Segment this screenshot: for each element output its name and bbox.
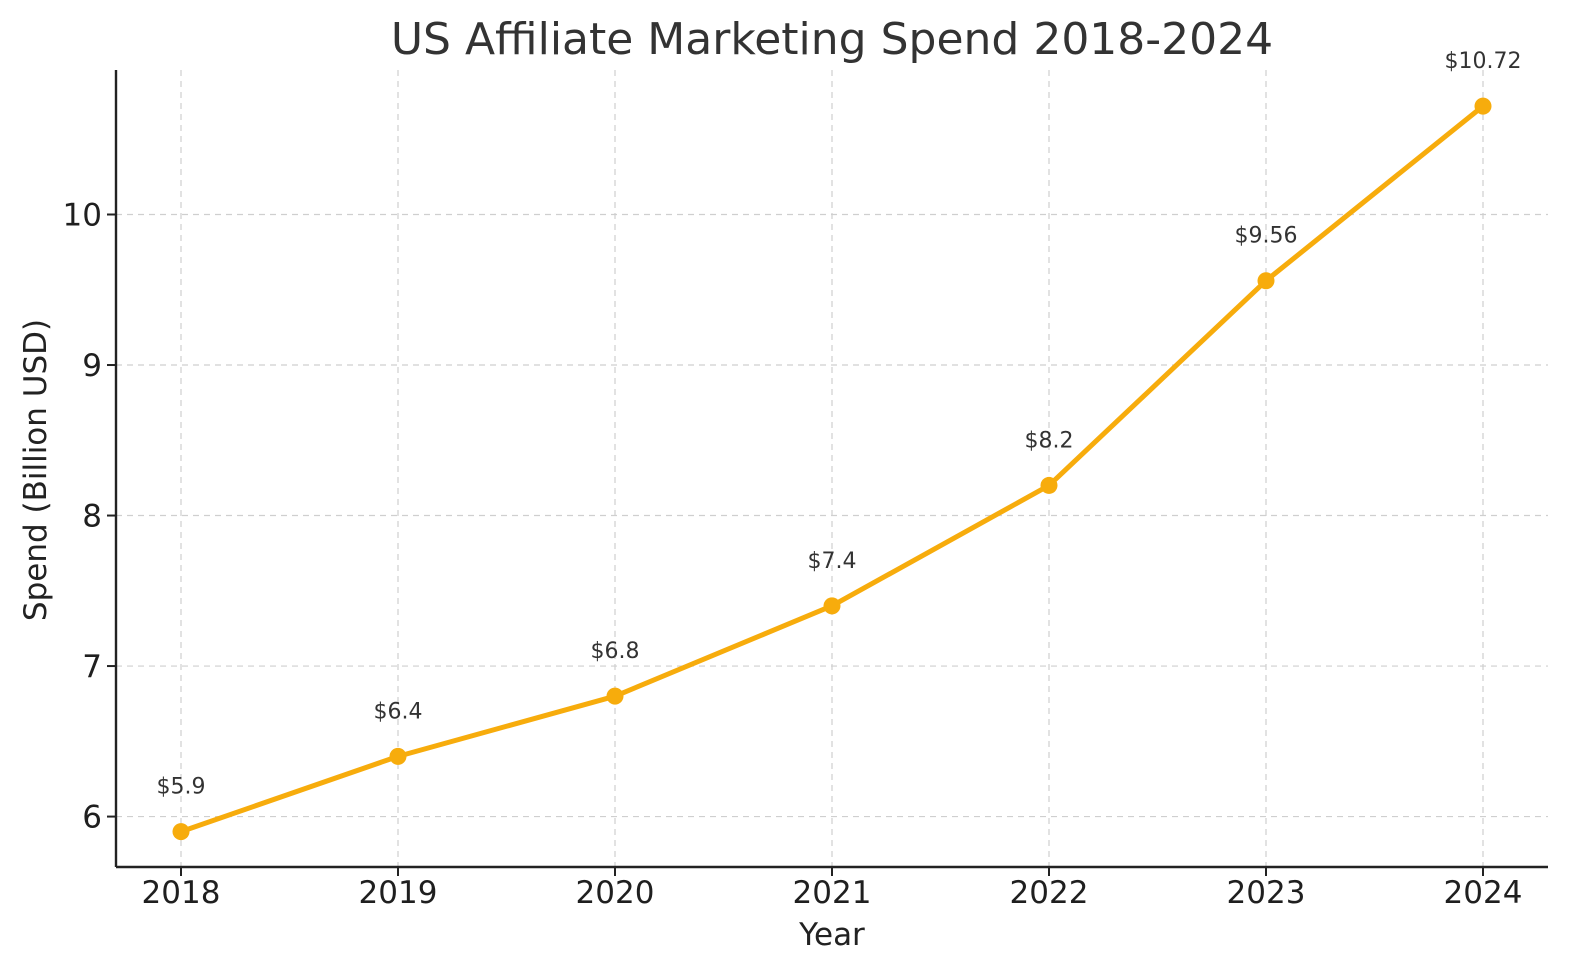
data-label: $5.9	[157, 775, 206, 800]
data-label: $9.56	[1235, 224, 1298, 249]
grid	[116, 70, 1548, 867]
data-label: $7.4	[808, 549, 857, 574]
axes	[107, 70, 1548, 876]
data-point	[1040, 476, 1058, 494]
data-point	[606, 687, 624, 705]
data-label: $6.4	[374, 699, 423, 724]
y-tick-label: 6	[82, 800, 102, 836]
y-tick-label: 8	[82, 499, 102, 535]
data-point	[1474, 97, 1492, 115]
data-labels: $5.9 $6.4 $6.8 $7.4 $8.2 $9.56 $10.72	[157, 49, 1522, 800]
data-point	[389, 747, 407, 765]
series-layer	[172, 97, 1492, 841]
data-point	[172, 823, 190, 841]
x-tick-label: 2018	[142, 875, 221, 911]
chart-title: US Affiliate Marketing Spend 2018-2024	[391, 14, 1273, 65]
y-tick-label: 9	[82, 348, 102, 384]
x-tick-label: 2021	[793, 875, 872, 911]
data-label: $8.2	[1025, 428, 1074, 453]
y-tick-label: 10	[63, 197, 102, 233]
x-tick-label: 2019	[359, 875, 438, 911]
y-tick-label: 7	[82, 649, 102, 685]
x-tick-label: 2024	[1444, 875, 1523, 911]
x-tick-label: 2020	[576, 875, 655, 911]
data-label: $10.72	[1445, 49, 1522, 74]
data-point	[823, 597, 841, 615]
x-tick-label: 2022	[1010, 875, 1089, 911]
data-point	[1257, 272, 1275, 290]
data-label: $6.8	[591, 639, 640, 664]
y-axis-label: Spend (Billion USD)	[18, 319, 54, 621]
x-tick-label: 2023	[1227, 875, 1306, 911]
tick-labels: 2018 2019 2020 2021 2022 2023 2024 6 7 8 9 10	[63, 197, 1523, 911]
x-axis-label: Year	[798, 917, 865, 953]
